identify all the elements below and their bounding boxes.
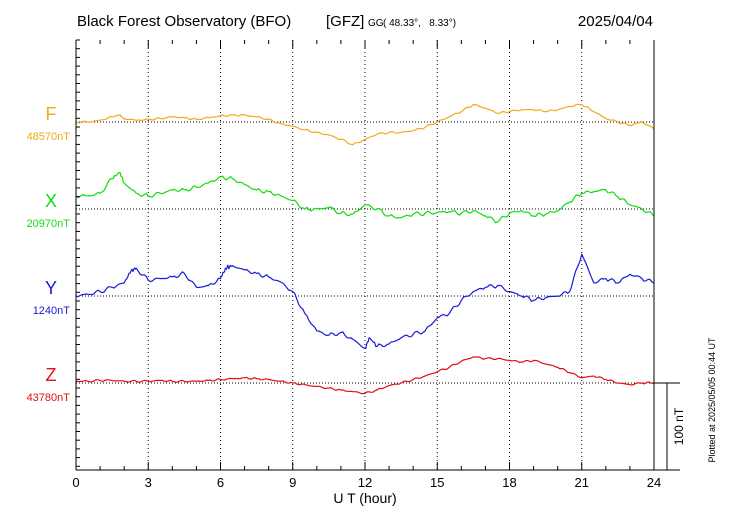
series-labels: F 48570nT X 20970nT Y 1240nT Z 43780nT — [27, 104, 71, 404]
x-tick-label: 15 — [430, 475, 444, 490]
series-line-y — [75, 253, 655, 350]
series-line-x — [75, 171, 655, 224]
x-tick-label: 9 — [289, 475, 296, 490]
x-tick-label: 12 — [358, 475, 372, 490]
x-tick-label: 3 — [145, 475, 152, 490]
series-baseline-z: 43780nT — [27, 392, 71, 404]
chart-title: Black Forest Observatory (BFO) — [77, 13, 291, 30]
x-axis-label: U T (hour) — [333, 490, 396, 506]
series-name-x: X — [45, 191, 57, 211]
plotted-note: Plotted at 2025/05/05 00:44 UT — [707, 337, 717, 463]
x-tick-label: 24 — [647, 475, 661, 490]
baselines — [76, 121, 654, 384]
scale-bar-label: 100 nT — [672, 407, 686, 445]
coordinates: ( 48.33°, 8.33°) — [383, 18, 456, 29]
coord-system: GG — [368, 18, 384, 29]
series-group — [75, 103, 655, 395]
series-name-f: F — [46, 104, 57, 124]
x-tick-label: 21 — [575, 475, 589, 490]
x-tick-label: 0 — [72, 475, 79, 490]
x-axis: 0 3 6 9 12 15 18 21 24 — [72, 40, 661, 490]
series-baseline-y: 1240nT — [33, 305, 71, 317]
series-baseline-f: 48570nT — [27, 131, 71, 143]
grid — [147, 40, 583, 470]
scale-bar — [654, 382, 680, 471]
source-tag: [GFZ] — [326, 13, 364, 30]
series-name-y: Y — [45, 278, 57, 298]
series-line-f — [75, 103, 655, 146]
series-name-z: Z — [46, 365, 57, 385]
series-baseline-x: 20970nT — [27, 218, 71, 230]
x-tick-label: 18 — [502, 475, 516, 490]
series-line-z — [75, 356, 655, 395]
chart-date: 2025/04/04 — [578, 13, 653, 30]
x-tick-label: 6 — [217, 475, 224, 490]
